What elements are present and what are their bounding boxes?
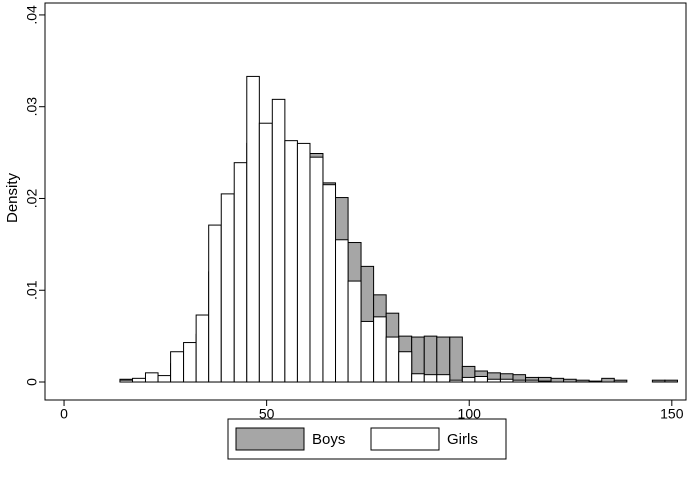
bar <box>613 379 628 383</box>
bar <box>538 380 552 383</box>
bar <box>233 162 248 383</box>
bar <box>373 316 387 383</box>
bar <box>398 351 413 383</box>
bar <box>360 320 375 383</box>
bar <box>284 140 298 383</box>
bar <box>132 377 146 383</box>
bar <box>271 98 286 383</box>
bar <box>258 122 273 383</box>
y-tick-label: 0 <box>24 378 40 386</box>
y-tick-label: .03 <box>24 97 40 117</box>
bar <box>575 379 590 383</box>
legend-swatch <box>370 427 440 451</box>
bar <box>436 374 451 383</box>
bar <box>157 375 172 383</box>
bar <box>525 379 540 383</box>
legend-swatch <box>235 427 305 451</box>
bar <box>563 378 577 383</box>
bar <box>208 224 222 383</box>
legend-label: Boys <box>312 431 345 448</box>
bar <box>195 314 210 383</box>
bar <box>220 193 235 383</box>
y-tick-label: .02 <box>24 189 40 209</box>
y-tick-label: .01 <box>24 280 40 300</box>
x-tick-label: 50 <box>259 406 275 422</box>
bar <box>651 379 666 383</box>
bar <box>411 373 425 383</box>
bar <box>449 336 463 383</box>
bar <box>550 377 565 383</box>
bar <box>449 379 463 383</box>
bar <box>347 280 362 383</box>
bar <box>423 374 438 383</box>
bar <box>512 379 527 383</box>
bar <box>499 378 514 383</box>
bar <box>588 380 603 383</box>
bar <box>486 378 501 383</box>
bar <box>322 184 337 383</box>
bar <box>309 156 324 383</box>
x-tick-label: 0 <box>60 406 68 422</box>
x-tick-label: 150 <box>660 406 684 422</box>
legend-label: Girls <box>447 431 478 448</box>
bar <box>296 142 311 383</box>
bar <box>385 336 400 383</box>
bar <box>183 342 197 383</box>
bar <box>335 239 349 383</box>
plot-frame <box>44 2 687 401</box>
bar <box>246 75 260 383</box>
bar <box>664 379 678 383</box>
bar <box>461 376 476 383</box>
y-tick-label: .04 <box>24 5 40 25</box>
bar <box>144 372 159 383</box>
bar <box>119 379 134 383</box>
y-axis-title: Density <box>4 172 21 223</box>
bar <box>170 351 185 383</box>
x-tick-label: 100 <box>458 406 482 422</box>
bar <box>601 377 615 383</box>
bar <box>474 376 488 383</box>
